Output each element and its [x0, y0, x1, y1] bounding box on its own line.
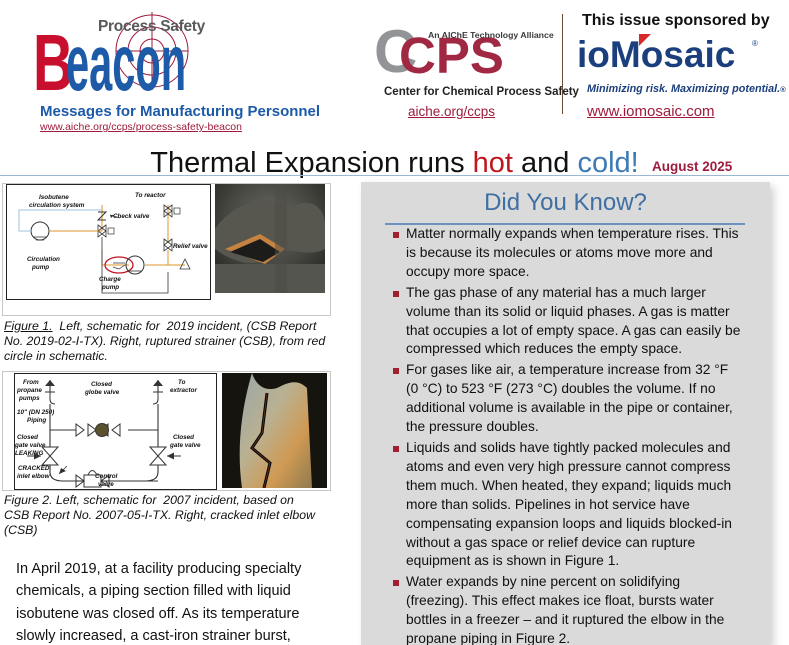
svg-text:ioMosaic: ioMosaic [577, 34, 735, 75]
svg-text:gate valve: gate valve [169, 442, 201, 449]
svg-text:Closed: Closed [91, 381, 112, 388]
svg-text:extractor: extractor [170, 387, 197, 394]
svg-text:Piping: Piping [27, 417, 46, 424]
svg-text:propane: propane [16, 387, 42, 394]
svg-text:pump: pump [101, 284, 119, 291]
svg-text:pumps: pumps [18, 395, 40, 402]
svg-text:To: To [178, 379, 186, 386]
svg-text:Isobutene: Isobutene [39, 194, 69, 201]
svg-text:Check valve: Check valve [113, 213, 150, 220]
svg-text:An AIChE Technology Alliance: An AIChE Technology Alliance [428, 30, 554, 40]
svg-text:CRACKED: CRACKED [18, 465, 50, 472]
svg-text:From: From [23, 379, 39, 386]
svg-text:Closed: Closed [17, 434, 38, 441]
svg-text:Relief valve: Relief valve [173, 243, 208, 250]
svg-text:Closed: Closed [173, 434, 194, 441]
svg-text:gate valve: gate valve [15, 442, 46, 449]
svg-text:®: ® [752, 39, 758, 48]
svg-text:globe valve: globe valve [84, 389, 120, 396]
svg-text:pump: pump [31, 264, 49, 271]
svg-text:inlet elbow: inlet elbow [17, 473, 51, 480]
svg-text:Process Safety: Process Safety [98, 18, 206, 35]
svg-text:10" (DN 250): 10" (DN 250) [17, 409, 54, 416]
svg-text:To reactor: To reactor [135, 192, 166, 199]
svg-text:Circulation: Circulation [27, 256, 60, 263]
svg-text:circulation system: circulation system [29, 202, 85, 209]
